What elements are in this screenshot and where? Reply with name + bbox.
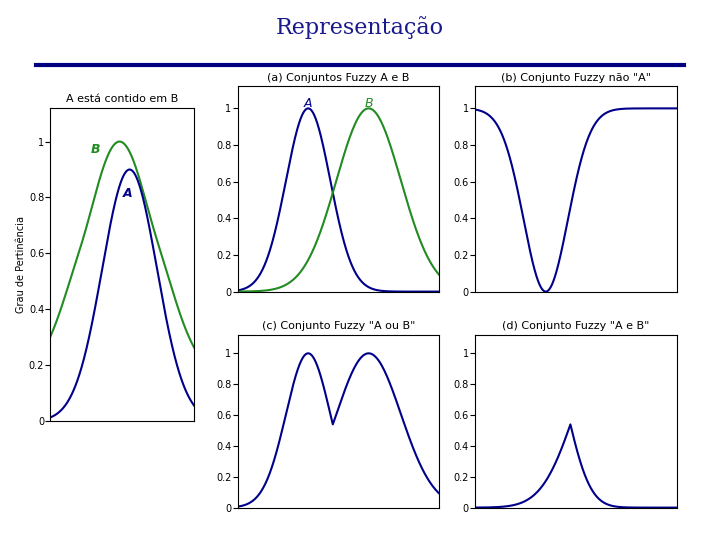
Text: A: A [304,97,312,110]
Title: (b) Conjunto Fuzzy não "A": (b) Conjunto Fuzzy não "A" [501,73,651,83]
Y-axis label: Grau de Pertinência: Grau de Pertinência [16,216,26,313]
Text: B: B [364,97,373,110]
Title: A está contido em B: A está contido em B [66,94,179,104]
Title: (d) Conjunto Fuzzy "A e B": (d) Conjunto Fuzzy "A e B" [503,321,649,331]
Text: B: B [91,143,100,156]
Title: (a) Conjuntos Fuzzy A e B: (a) Conjuntos Fuzzy A e B [267,73,410,83]
Text: A: A [122,187,132,200]
Text: Representação: Representação [276,16,444,39]
Title: (c) Conjunto Fuzzy "A ou B": (c) Conjunto Fuzzy "A ou B" [261,321,415,331]
